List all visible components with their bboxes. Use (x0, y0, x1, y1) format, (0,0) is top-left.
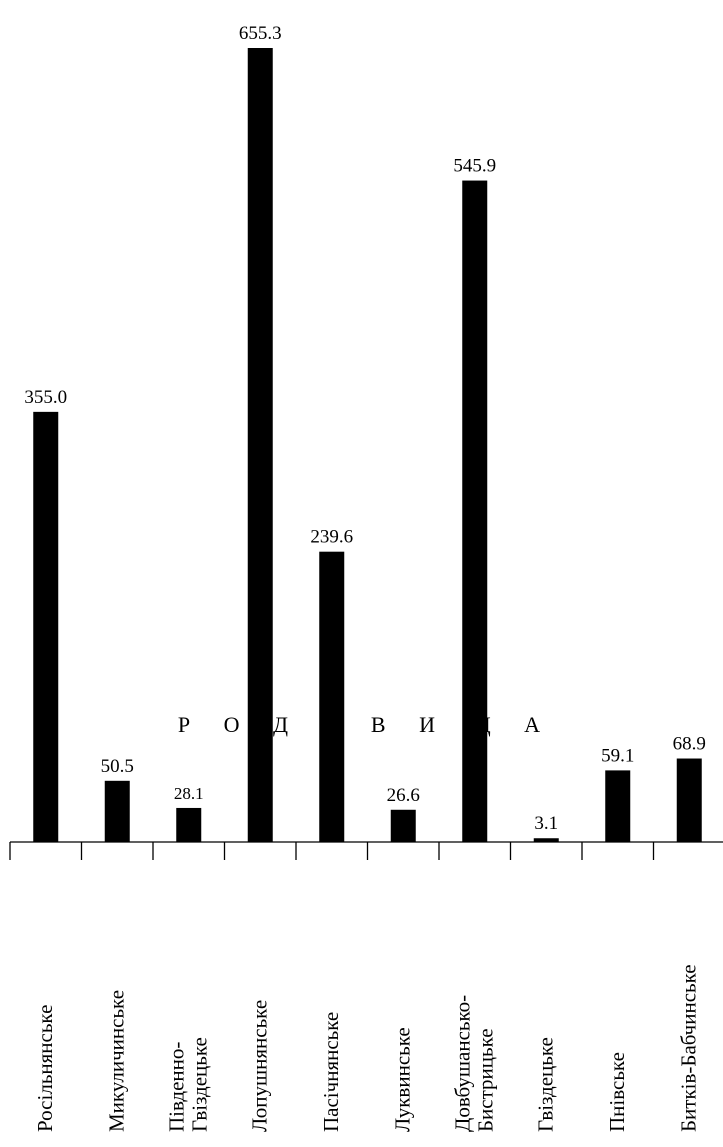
category-label: Битків-Бабчинське (676, 964, 700, 1132)
category-label: Гвіздецьке (187, 1037, 211, 1132)
category-label: Південно- (164, 1042, 188, 1132)
bar (104, 780, 130, 842)
bars-layer (33, 48, 702, 842)
category-label: Гвіздецьке (533, 1037, 557, 1132)
category-label: Бистрицьке (473, 1028, 497, 1132)
x-axis (9, 841, 723, 860)
bar-value-label: 3.1 (534, 813, 558, 834)
bar (605, 770, 631, 842)
category-label: Пнівське (605, 1052, 629, 1132)
category-label: Луквинське (390, 1027, 414, 1132)
bar (462, 180, 488, 842)
category-label: Пасічнянське (319, 1012, 343, 1132)
bar-value-label: 68.9 (673, 734, 706, 755)
bar-value-label: 655.3 (239, 23, 282, 44)
bar (33, 411, 59, 842)
x-axis-title: Р О Д О В И Щ А (178, 712, 554, 737)
bar-value-label: 59.1 (601, 745, 634, 766)
bar-value-label: 26.6 (387, 785, 420, 806)
bar-value-label: 50.5 (101, 756, 134, 777)
category-label: Росільнянське (33, 1005, 57, 1132)
value-labels-layer: 355.0 50.5 28.1 655.3 239.6 26.6 545.9 3.1 59.1 6… (24, 23, 706, 834)
bar (676, 758, 702, 842)
bar (390, 809, 416, 842)
category-label: Лопушнянське (247, 1000, 271, 1132)
bar-value-label: 355.0 (24, 387, 67, 408)
bar-value-label: 28.1 (174, 784, 204, 803)
bar (247, 48, 273, 842)
bar (176, 807, 202, 842)
category-label: Микуличинське (104, 990, 128, 1132)
bar-value-label: 545.9 (453, 156, 496, 177)
bar (319, 551, 345, 842)
category-labels-layer: Росільнянське Микуличинське Південно- Гвізд… (33, 964, 701, 1132)
bar-value-label: 239.6 (310, 527, 353, 548)
bar (533, 838, 559, 842)
category-label: Довбушансько- (450, 995, 474, 1132)
